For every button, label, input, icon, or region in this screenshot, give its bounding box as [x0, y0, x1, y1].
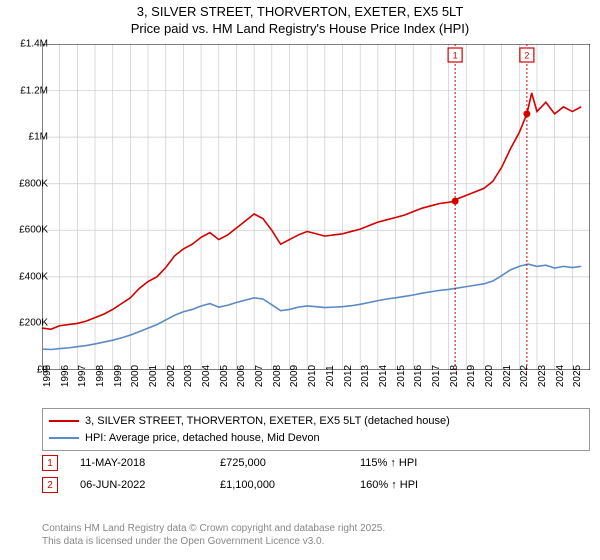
x-tick-label: 2024 [555, 365, 566, 387]
y-tick-label: £1.4M [4, 39, 48, 50]
x-tick-label: 2013 [360, 365, 371, 387]
legend-row-1: 3, SILVER STREET, THORVERTON, EXETER, EX… [49, 413, 583, 430]
sales-date: 06-JUN-2022 [80, 479, 220, 491]
x-tick-label: 2012 [343, 365, 354, 387]
x-tick-label: 2009 [289, 365, 300, 387]
x-tick-label: 1995 [42, 365, 53, 387]
x-tick-label: 2000 [130, 365, 141, 387]
x-tick-label: 2011 [325, 365, 336, 387]
y-tick-label: £800K [4, 178, 48, 189]
x-tick-label: 2007 [254, 365, 265, 387]
legend-swatch-2 [49, 437, 79, 439]
attribution: Contains HM Land Registry data © Crown c… [42, 522, 385, 548]
svg-text:1: 1 [453, 50, 458, 60]
x-tick-label: 2022 [519, 365, 530, 387]
svg-text:2: 2 [524, 50, 529, 60]
sales-hpi: 160% ↑ HPI [360, 479, 418, 491]
sales-price: £725,000 [220, 457, 360, 469]
legend: 3, SILVER STREET, THORVERTON, EXETER, EX… [42, 408, 590, 451]
y-tick-label: £1M [4, 132, 48, 143]
attribution-line2: This data is licensed under the Open Gov… [42, 535, 385, 548]
sales-marker-icon: 2 [42, 477, 58, 493]
y-tick-label: £1.2M [4, 85, 48, 96]
y-tick-label: £600K [4, 225, 48, 236]
legend-label-1: 3, SILVER STREET, THORVERTON, EXETER, EX… [85, 413, 450, 430]
x-tick-label: 2003 [183, 365, 194, 387]
attribution-line1: Contains HM Land Registry data © Crown c… [42, 522, 385, 535]
x-tick-label: 2002 [166, 365, 177, 387]
x-tick-label: 2006 [236, 365, 247, 387]
legend-label-2: HPI: Average price, detached house, Mid … [85, 430, 320, 447]
y-tick-label: £200K [4, 318, 48, 329]
x-tick-label: 1998 [95, 365, 106, 387]
sales-row: 1 11-MAY-2018£725,000115% ↑ HPI [42, 452, 418, 474]
x-tick-label: 1996 [60, 365, 71, 387]
x-tick-label: 2014 [378, 365, 389, 387]
sales-marker-icon: 1 [42, 455, 58, 471]
x-tick-label: 2020 [484, 365, 495, 387]
sales-hpi: 115% ↑ HPI [360, 457, 417, 469]
x-tick-label: 2025 [572, 365, 583, 387]
line-chart: 12 [42, 44, 590, 370]
x-tick-label: 2021 [502, 365, 513, 387]
legend-swatch-1 [49, 420, 79, 422]
sales-row: 2 06-JUN-2022£1,100,000160% ↑ HPI [42, 474, 418, 496]
x-tick-label: 2017 [431, 365, 442, 387]
chart-title-line1: 3, SILVER STREET, THORVERTON, EXETER, EX… [0, 0, 600, 21]
x-tick-label: 2004 [201, 365, 212, 387]
x-tick-label: 2018 [449, 365, 460, 387]
x-tick-label: 2016 [413, 365, 424, 387]
x-tick-label: 2008 [272, 365, 283, 387]
sales-date: 11-MAY-2018 [80, 457, 220, 469]
chart-title-line2: Price paid vs. HM Land Registry's House … [0, 21, 600, 42]
y-tick-label: £400K [4, 271, 48, 282]
x-tick-label: 2015 [396, 365, 407, 387]
x-tick-label: 2023 [537, 365, 548, 387]
x-tick-label: 2001 [148, 365, 159, 387]
x-tick-label: 2005 [219, 365, 230, 387]
x-tick-label: 2019 [466, 365, 477, 387]
chart-area: 12 [42, 44, 590, 370]
sales-table: 1 11-MAY-2018£725,000115% ↑ HPI 2 06-JUN-20… [42, 452, 418, 496]
sales-price: £1,100,000 [220, 479, 360, 491]
legend-row-2: HPI: Average price, detached house, Mid … [49, 430, 583, 447]
x-tick-label: 1999 [113, 365, 124, 387]
x-tick-label: 2010 [307, 365, 318, 387]
x-tick-label: 1997 [77, 365, 88, 387]
